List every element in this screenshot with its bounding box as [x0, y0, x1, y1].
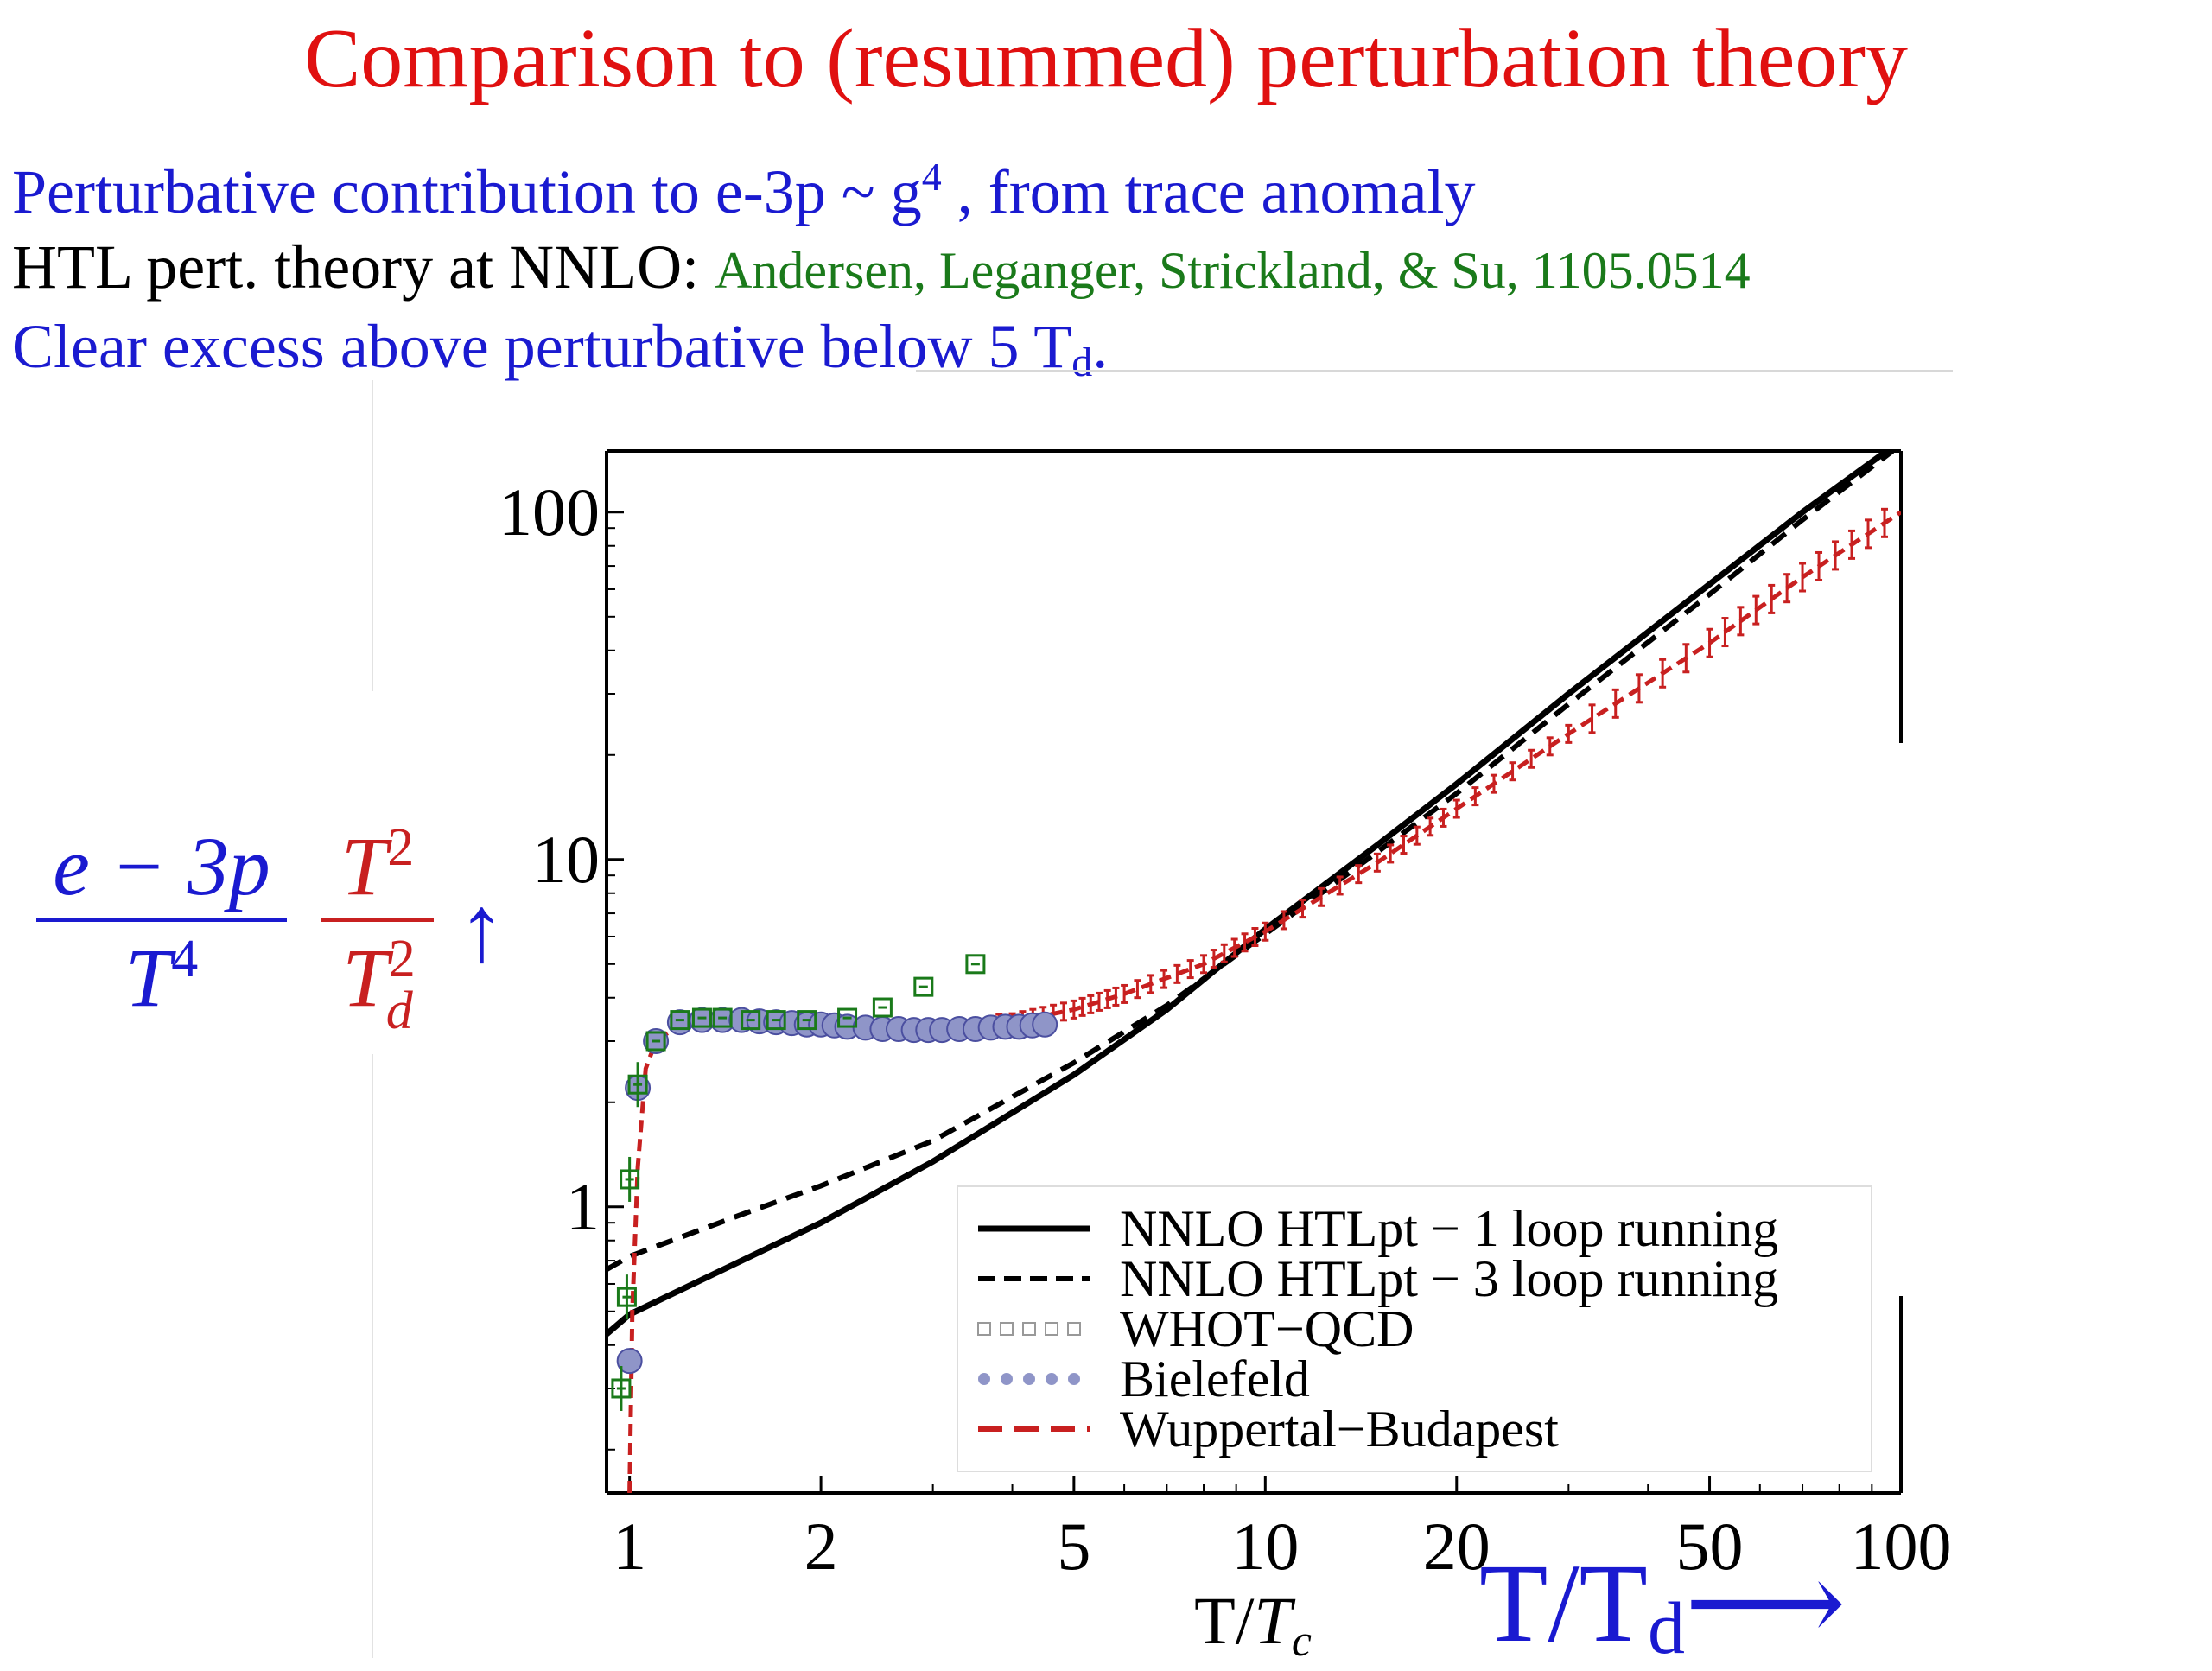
ylabel-t: T — [124, 931, 172, 1024]
x-tick-label-10: 10 — [1231, 1509, 1299, 1584]
legend-swatch-dot — [1046, 1373, 1058, 1385]
ylabel-up-arrow: ↑ — [458, 876, 505, 982]
x-tick-label-50: 50 — [1676, 1509, 1744, 1584]
x-axis-label-main: T/ — [1194, 1583, 1255, 1658]
whot-qcd-point — [670, 1010, 690, 1031]
whot-qcd-point — [741, 1010, 761, 1031]
ylabel-fraction-t-ratio-bar — [321, 918, 434, 922]
divider-line-vertical-bottom — [372, 1054, 373, 1658]
ylabel-td-power: 2 — [388, 930, 416, 988]
whot-qcd-point — [837, 1007, 858, 1028]
line3-text-b: . — [1092, 312, 1109, 381]
y-tick-label-10: 10 — [532, 822, 600, 897]
whot-qcd-point — [766, 1010, 786, 1031]
line3-subscript: d — [1071, 340, 1093, 385]
legend-swatch-dot — [1001, 1373, 1013, 1385]
bielefeld-point — [616, 1348, 643, 1375]
legend-swatch-square — [1045, 1322, 1058, 1336]
ylabel-td: T — [342, 931, 389, 1024]
ylabel-fraction-trace-numerator: e − 3p — [53, 820, 270, 912]
ylabel-td-subscript: d — [385, 982, 413, 1040]
x-tick-label-100: 100 — [1851, 1509, 1952, 1584]
ylabel-fraction-t-ratio-numerator: T2 — [321, 821, 434, 908]
legend-box — [957, 1185, 1872, 1472]
xlabel-t-over-td-subscript: d — [1647, 1586, 1685, 1669]
plot-area — [607, 451, 1901, 1493]
xlabel-t-over-td: T/Td⟶ — [1479, 1536, 1846, 1671]
line1-text-b: , from trace anomaly — [941, 157, 1476, 226]
legend-swatch-square — [1067, 1322, 1081, 1336]
legend-swatch-dot — [978, 1373, 990, 1385]
x-axis-label-italic: T — [1254, 1583, 1295, 1658]
legend-swatch-dot — [1023, 1373, 1035, 1385]
ylabel-fraction-t-ratio: T2 T2d — [321, 821, 434, 1038]
whot-qcd-point — [913, 976, 934, 997]
slide-title: Comparison to (resummed) perturbation th… — [303, 12, 1909, 105]
x-tick-label-2: 2 — [804, 1509, 838, 1584]
y-tick-label-1: 1 — [566, 1169, 600, 1244]
line3-text-a: Clear excess above perturbative below 5 … — [12, 312, 1072, 381]
whot-qcd-point — [797, 1010, 817, 1031]
xlabel-right-arrow: ⟶ — [1684, 1541, 1847, 1666]
y-tick-label-100: 100 — [499, 474, 600, 550]
divider-line — [916, 370, 1953, 372]
legend-label-2: WHOT−QCD — [1120, 1300, 1414, 1357]
ylabel-fraction-t-ratio-denominator: T2d — [321, 932, 434, 1038]
line1-superscript: 4 — [921, 155, 942, 199]
line2-text: HTL pert. theory at NNLO: — [12, 232, 715, 302]
whot-qcd-point — [965, 954, 986, 975]
line1-text-a: Perturbative contribution to e-3p ~ g — [12, 157, 922, 226]
legend-label-1: NNLO HTLpt − 3 loop running — [1120, 1250, 1778, 1307]
ylabel-t-power: 4 — [171, 930, 199, 988]
xlabel-t-over-td-main: T/T — [1479, 1541, 1648, 1666]
reference-citation: Andersen, Leganger, Strickland, & Su, 11… — [715, 242, 1751, 299]
ylabel-fraction-trace: e − 3p T4 — [36, 825, 287, 1020]
x-tick-label-20: 20 — [1423, 1509, 1491, 1584]
x-tick-label-1: 1 — [613, 1509, 646, 1584]
subtitle-line-1: Perturbative contribution to e-3p ~ g4 ,… — [12, 154, 1475, 228]
legend-swatch-square — [1022, 1322, 1036, 1336]
whot-qcd-point — [645, 1031, 666, 1052]
legend-swatch-square — [1000, 1322, 1014, 1336]
legend-label-4: Wuppertal−Budapest — [1120, 1401, 1559, 1458]
legend-label-3: Bielefeld — [1120, 1350, 1310, 1407]
legend-label-0: NNLO HTLpt − 1 loop running — [1120, 1200, 1778, 1257]
ylabel-t2-power: 2 — [387, 818, 415, 877]
whot-qcd-point — [872, 997, 893, 1018]
whot-qcd-point — [712, 1007, 733, 1028]
ylabel-fraction-trace-denominator: T4 — [36, 932, 287, 1020]
whot-qcd-point — [691, 1007, 712, 1028]
legend-swatch-square — [977, 1322, 991, 1336]
divider-line-vertical-top — [372, 380, 373, 691]
series-wuppertal-budapest-line — [627, 510, 1901, 1493]
x-axis-label-subscript: c — [1292, 1617, 1312, 1658]
subtitle-line-3: Clear excess above perturbative below 5 … — [12, 311, 1108, 386]
subtitle-line-2: HTL pert. theory at NNLO: Andersen, Lega… — [12, 232, 1751, 303]
ylabel-fraction-trace-bar — [36, 918, 287, 922]
legend-swatch-dot — [1068, 1373, 1080, 1385]
ylabel-t2: T — [340, 820, 388, 912]
series-nnlo-3loop-line — [607, 451, 1895, 1272]
x-axis-label: T/Tc — [1194, 1583, 1312, 1658]
x-tick-label-5: 5 — [1057, 1509, 1090, 1584]
series-nnlo-1loop-line — [607, 451, 1889, 1337]
bielefeld-point — [1032, 1011, 1058, 1038]
